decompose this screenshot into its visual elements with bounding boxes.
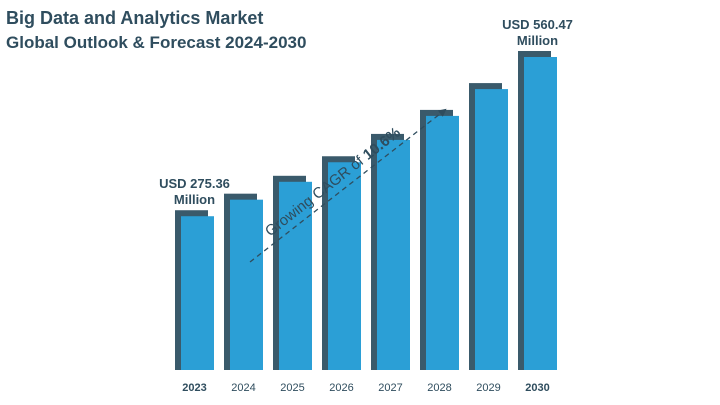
x-tick-2030: 2030 — [525, 382, 549, 394]
bars-group — [175, 51, 557, 371]
x-tick-2027: 2027 — [378, 382, 402, 394]
x-tick-2024: 2024 — [231, 382, 255, 394]
bar-2026 — [328, 162, 361, 370]
x-tick-2025: 2025 — [280, 382, 304, 394]
bar-2030 — [524, 57, 557, 370]
bar-2029 — [475, 89, 508, 370]
bar-2025 — [279, 181, 312, 370]
value-label-2030: USD 560.47 — [502, 17, 573, 32]
x-tick-2028: 2028 — [427, 382, 451, 394]
value-unit-label-2030: Million — [517, 33, 558, 48]
value-unit-label-2023: Million — [174, 192, 215, 207]
bar-2027 — [377, 139, 410, 370]
chart-title: Big Data and Analytics Market — [6, 8, 264, 28]
bar-2028 — [426, 115, 459, 371]
chart-subtitle: Global Outlook & Forecast 2024-2030 — [6, 33, 307, 52]
x-tick-2026: 2026 — [329, 382, 353, 394]
x-tick-2029: 2029 — [476, 382, 500, 394]
x-axis-ticks: 2023 2024 2025 2026 2027 2028 2029 2030 — [182, 382, 549, 394]
bar-2023 — [181, 216, 214, 370]
x-tick-2023: 2023 — [182, 382, 206, 394]
value-label-2023: USD 275.36 — [159, 176, 230, 191]
bar-2024 — [230, 199, 263, 370]
